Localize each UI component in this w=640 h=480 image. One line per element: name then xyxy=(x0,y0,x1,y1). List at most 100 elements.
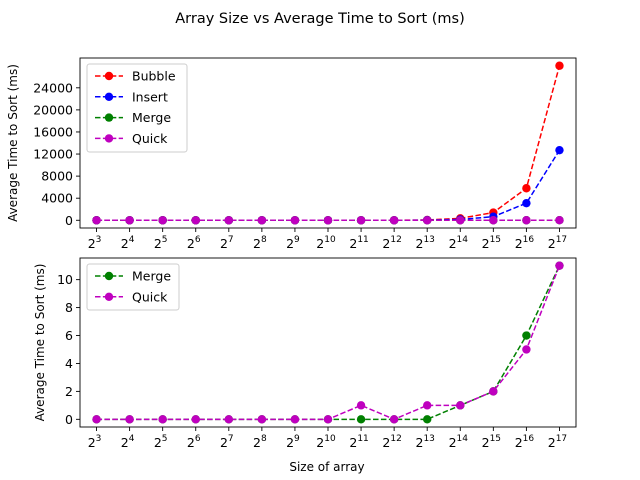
data-point-quick xyxy=(555,261,564,270)
x-tick-label: 29 xyxy=(286,434,300,450)
legend-label-bubble: Bubble xyxy=(132,69,176,84)
x-tick-label: 211 xyxy=(349,434,368,450)
x-tick-label: 26 xyxy=(187,434,201,450)
y-tick-label: 20000 xyxy=(33,102,73,117)
x-tick-label: 28 xyxy=(253,235,267,251)
y-tick-label: 2 xyxy=(65,384,73,399)
data-point-quick xyxy=(555,216,564,225)
data-point-quick xyxy=(389,415,399,424)
y-tick-label: 4000 xyxy=(41,191,73,206)
legend-marker xyxy=(104,292,114,301)
data-point-quick xyxy=(191,415,200,424)
figure-title: Array Size vs Average Time to Sort (ms) xyxy=(175,11,465,27)
data-point-quick xyxy=(389,216,399,225)
data-point-quick xyxy=(489,216,498,225)
x-tick-label: 211 xyxy=(349,235,368,251)
x-tick-label: 24 xyxy=(121,235,135,251)
legend-label-insert: Insert xyxy=(132,89,168,104)
legend-label-quick: Quick xyxy=(132,289,168,304)
data-point-quick xyxy=(356,401,366,410)
x-tick-label: 212 xyxy=(382,434,401,450)
x-tick-label: 215 xyxy=(482,434,501,450)
data-point-merge xyxy=(356,415,366,424)
x-tick-label: 25 xyxy=(154,434,168,450)
x-tick-label: 213 xyxy=(415,235,434,251)
data-point-quick xyxy=(456,216,465,225)
x-tick-label: 28 xyxy=(253,434,267,450)
x-tick-label: 23 xyxy=(88,434,102,450)
x-tick-label: 23 xyxy=(88,235,102,251)
data-point-quick xyxy=(522,345,531,354)
data-point-quick xyxy=(92,216,101,225)
x-tick-label: 216 xyxy=(515,434,535,450)
y-axis-label: Average Time to Sort (ms) xyxy=(33,264,47,422)
x-tick-label: 25 xyxy=(154,235,168,251)
series-line-insert xyxy=(96,149,561,222)
legend xyxy=(86,63,188,153)
legend-marker xyxy=(104,113,114,122)
legend-label-merge: Merge xyxy=(132,110,171,125)
y-tick-label: 24000 xyxy=(33,80,73,95)
data-point-quick xyxy=(224,216,233,225)
x-tick-label: 24 xyxy=(121,434,135,450)
x-tick-label: 29 xyxy=(286,235,300,251)
y-tick-label: 8000 xyxy=(41,169,73,184)
data-point-quick xyxy=(92,415,101,424)
x-tick-label: 210 xyxy=(316,235,336,251)
data-point-quick xyxy=(423,401,432,410)
figure-xlabel: Size of array xyxy=(289,460,364,474)
data-point-quick xyxy=(423,216,432,225)
data-point-quick xyxy=(290,415,300,424)
data-point-insert xyxy=(522,198,531,208)
y-tick-label: 12000 xyxy=(33,147,73,162)
x-tick-label: 217 xyxy=(548,434,567,450)
data-point-quick xyxy=(489,387,498,396)
data-point-quick xyxy=(456,401,465,410)
x-tick-label: 27 xyxy=(220,235,234,251)
x-tick-label: 212 xyxy=(382,235,401,251)
data-point-merge xyxy=(522,331,531,340)
y-tick-label: 10 xyxy=(57,272,73,287)
legend-marker xyxy=(104,92,114,102)
y-tick-label: 16000 xyxy=(33,124,73,139)
data-point-quick xyxy=(257,216,267,225)
data-point-quick xyxy=(158,216,167,225)
data-point-quick xyxy=(224,415,233,424)
x-tick-label: 215 xyxy=(482,235,501,251)
legend-marker xyxy=(104,71,114,81)
data-point-quick xyxy=(125,415,134,424)
data-point-quick xyxy=(323,216,333,225)
x-tick-label: 214 xyxy=(449,235,469,251)
y-axis-label: Average Time to Sort (ms) xyxy=(6,64,20,222)
data-point-quick xyxy=(125,216,134,225)
y-tick-label: 0 xyxy=(65,213,73,228)
data-point-bubble xyxy=(555,61,564,70)
legend-marker xyxy=(104,271,114,281)
data-point-quick xyxy=(522,216,531,225)
x-tick-label: 210 xyxy=(316,434,336,450)
legend-label-merge: Merge xyxy=(132,269,171,284)
data-point-bubble xyxy=(522,184,531,193)
x-tick-label: 216 xyxy=(515,235,535,251)
x-tick-label: 27 xyxy=(220,434,234,450)
x-tick-label: 214 xyxy=(449,434,469,450)
legend-label-quick: Quick xyxy=(132,131,168,146)
y-tick-label: 0 xyxy=(65,412,73,427)
data-point-insert xyxy=(555,145,564,155)
data-point-quick xyxy=(323,415,333,424)
top-chart: 0 4000 8000 12000 16000 20000 24000 23 24 25 26 27 2… xyxy=(6,57,577,251)
data-point-quick xyxy=(158,415,167,424)
data-point-merge xyxy=(423,415,432,424)
legend-marker xyxy=(104,134,114,143)
x-tick-label: 217 xyxy=(548,235,567,251)
y-tick-label: 4 xyxy=(65,356,73,371)
x-tick-label: 213 xyxy=(415,434,434,450)
data-point-quick xyxy=(257,415,267,424)
y-tick-label: 6 xyxy=(65,328,73,343)
data-point-quick xyxy=(290,216,300,225)
x-tick-label: 26 xyxy=(187,235,201,251)
y-tick-label: 8 xyxy=(65,300,73,315)
data-point-quick xyxy=(191,216,200,225)
